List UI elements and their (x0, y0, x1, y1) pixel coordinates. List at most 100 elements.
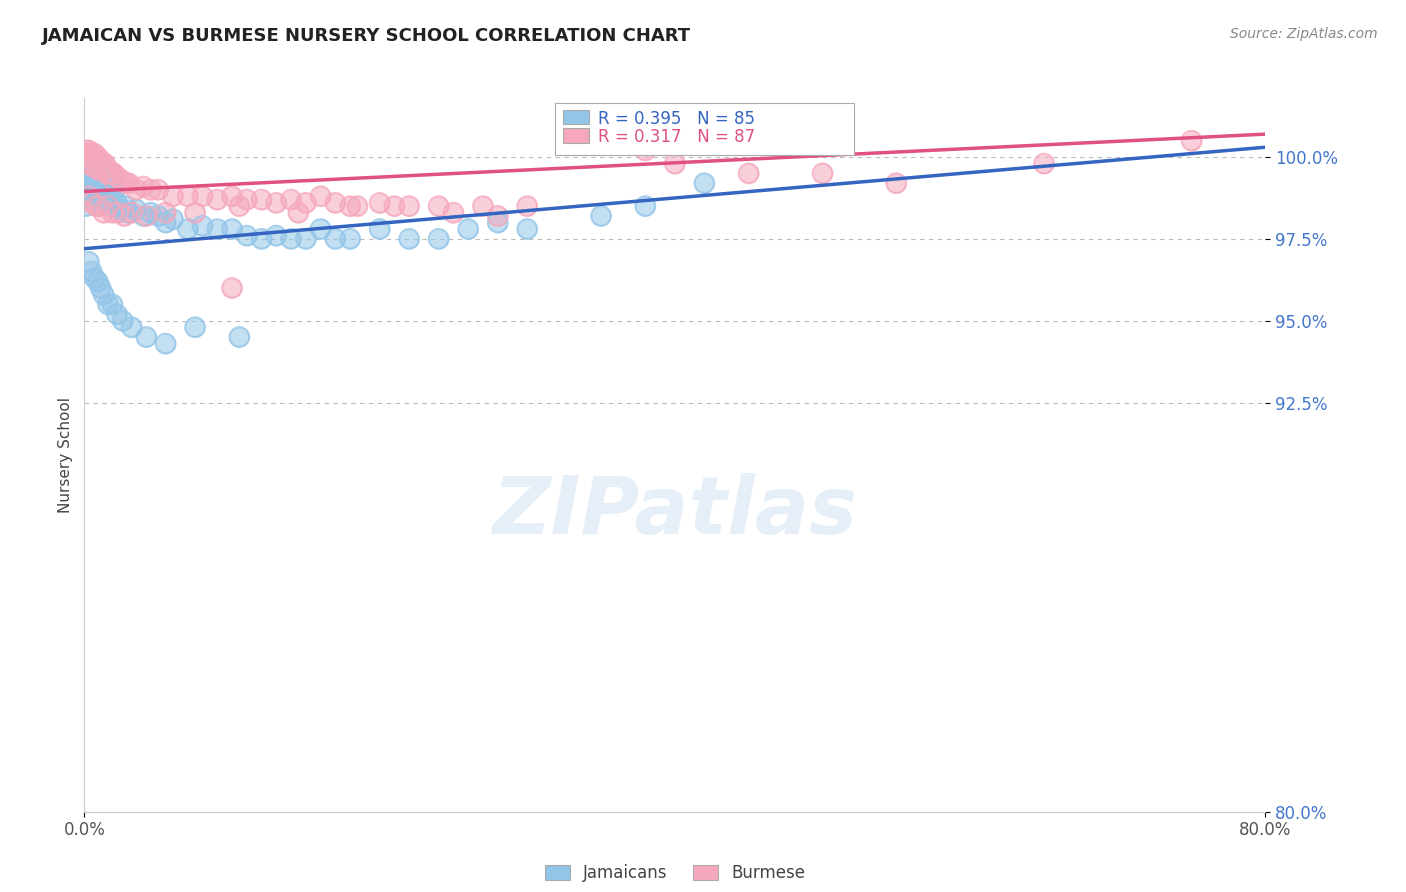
Point (93, 205, 115, 219)
Point (287, 205, 309, 219)
Point (83, 271, 105, 285)
Point (103, 173, 125, 187)
Point (96, 193, 118, 207)
Point (441, 205, 464, 219)
Point (87, 199, 111, 213)
Point (80, 150, 103, 164)
Point (811, 166, 834, 180)
Point (84, 166, 107, 180)
Point (280, 232, 302, 246)
Point (77, 144, 100, 158)
Point (90, 281, 112, 295)
Point (96, 160, 118, 174)
Text: ZIPatlas: ZIPatlas (492, 473, 858, 551)
Point (295, 195, 318, 210)
Point (250, 232, 273, 246)
Point (427, 199, 450, 213)
Point (398, 232, 420, 246)
Point (87, 199, 111, 213)
Point (1180, 134, 1202, 148)
Point (121, 205, 143, 219)
Point (83, 156, 105, 170)
Point (264, 195, 288, 210)
Point (87, 189, 111, 203)
Point (886, 176, 908, 190)
Point (591, 209, 613, 223)
Point (309, 189, 332, 203)
Point (98, 186, 121, 200)
Point (84, 199, 107, 213)
Point (184, 205, 207, 219)
Legend: Jamaicans, Burmese: Jamaicans, Burmese (538, 858, 811, 889)
Point (486, 215, 509, 229)
Point (90, 173, 112, 187)
Point (235, 193, 259, 207)
Point (101, 205, 124, 219)
Point (80, 195, 103, 210)
Point (103, 173, 125, 187)
Point (97, 189, 120, 203)
Point (382, 199, 406, 213)
Point (457, 222, 479, 236)
Point (80, 156, 103, 170)
Point (101, 166, 124, 180)
Point (664, 156, 686, 170)
Point (76, 144, 98, 158)
Point (280, 193, 302, 207)
Point (114, 176, 136, 190)
Point (87, 153, 111, 168)
Point (264, 195, 288, 210)
Point (516, 222, 538, 236)
Point (86, 183, 108, 197)
Point (228, 199, 250, 213)
Text: R = 0.395   N = 85: R = 0.395 N = 85 (598, 110, 755, 128)
Point (90, 153, 112, 168)
Point (118, 205, 141, 219)
Point (93, 189, 115, 203)
Point (205, 193, 228, 207)
Point (427, 232, 450, 246)
Point (516, 199, 538, 213)
Point (77, 166, 100, 180)
Point (110, 173, 132, 187)
Point (886, 176, 908, 190)
Point (93, 287, 115, 301)
Point (90, 281, 112, 295)
Point (346, 199, 368, 213)
Point (177, 189, 200, 203)
Point (87, 189, 111, 203)
Point (295, 195, 318, 210)
Point (148, 183, 170, 197)
Point (82, 160, 104, 174)
Point (148, 209, 170, 223)
Point (79, 183, 101, 197)
Point (100, 166, 122, 180)
Point (77, 156, 100, 170)
FancyBboxPatch shape (555, 103, 853, 155)
Point (93, 163, 115, 178)
Point (76, 189, 98, 203)
Point (368, 222, 391, 236)
Point (111, 314, 134, 328)
Point (103, 186, 125, 200)
Point (75, 199, 97, 213)
Point (1180, 134, 1202, 148)
Point (84, 199, 107, 213)
Point (77, 254, 100, 268)
Point (398, 199, 420, 213)
Point (86, 173, 108, 187)
Point (191, 189, 214, 203)
Point (83, 156, 105, 170)
Point (90, 173, 112, 187)
Point (97, 297, 120, 311)
Point (139, 205, 162, 219)
Point (105, 195, 128, 210)
Point (96, 183, 118, 197)
Point (125, 183, 148, 197)
Point (80, 264, 103, 278)
Point (83, 169, 105, 184)
Point (105, 169, 128, 184)
Point (457, 222, 479, 236)
Point (79, 150, 101, 164)
Point (76, 176, 98, 190)
